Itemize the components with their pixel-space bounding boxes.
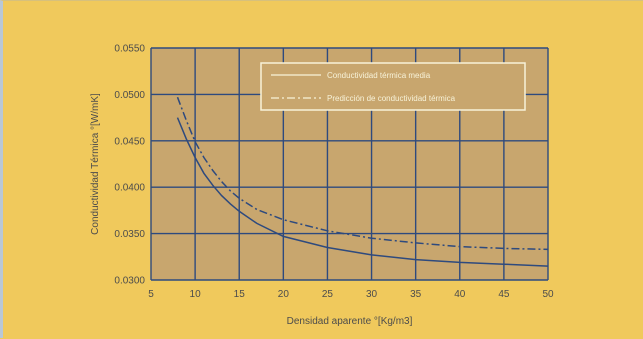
y-tick-label: 0.0350 bbox=[114, 229, 145, 240]
y-tick-label: 0.0450 bbox=[114, 136, 145, 147]
y-axis-title: Conductividad Térmica °[W/mK] bbox=[90, 93, 101, 235]
y-tick-label: 0.0400 bbox=[114, 183, 145, 194]
y-tick-label: 0.0300 bbox=[114, 276, 145, 287]
x-tick-label: 5 bbox=[148, 289, 154, 300]
x-tick-label: 40 bbox=[454, 289, 466, 300]
series-line-1 bbox=[176, 96, 549, 251]
x-tick-label: 10 bbox=[190, 289, 202, 300]
x-axis-ticks: 5 10 15 20 25 30 35 40 45 50 bbox=[148, 289, 554, 300]
y-tick-label: 0.0550 bbox=[114, 44, 145, 55]
x-tick-label: 15 bbox=[234, 289, 246, 300]
series-layer bbox=[176, 96, 549, 267]
x-tick-label: 35 bbox=[410, 289, 422, 300]
conductivity-chart: 5 10 15 20 25 30 35 40 45 50 0.03000.03500.04000.… bbox=[90, 44, 554, 328]
x-axis-title: Densidad aparente °[Kg/m3] bbox=[287, 316, 413, 327]
legend-label-mean: Conductividad térmica media bbox=[327, 71, 431, 80]
x-tick-label: 50 bbox=[542, 289, 554, 300]
x-tick-label: 30 bbox=[366, 289, 378, 300]
legend-label-prediction: Predicción de conductividad térmica bbox=[327, 94, 456, 103]
y-tick-label: 0.0500 bbox=[114, 90, 145, 101]
series-line-0 bbox=[176, 117, 549, 267]
legend-box bbox=[260, 62, 526, 111]
y-axis-ticks: 0.0300 0.0350 0.0400 0.0450 0.0500 0.0550 bbox=[114, 44, 145, 287]
x-tick-label: 20 bbox=[278, 289, 290, 300]
legend: Conductividad térmica media Predicción d… bbox=[260, 62, 526, 111]
x-tick-label: 25 bbox=[322, 289, 334, 300]
x-tick-label: 45 bbox=[498, 289, 510, 300]
